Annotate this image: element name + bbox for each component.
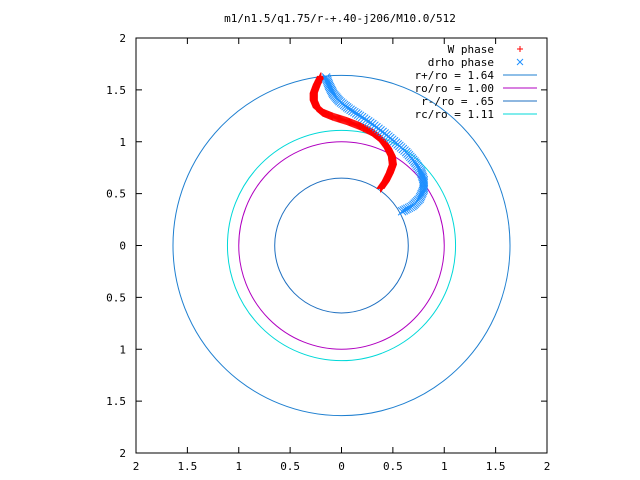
radius-circle [172,74,511,417]
y-tick-label: 1 [119,136,126,149]
y-tick-label: 0 [119,240,126,253]
x-tick-label: 0 [338,460,345,473]
radius-circle [274,177,409,314]
x-axis: 2 1.5 1 0.5 0 0.5 1 1.5 2 [133,38,551,473]
phase-points [309,72,429,216]
y-tick-label: 1.5 [106,395,126,408]
drho-phase-point [417,169,426,179]
drho-phase-point [516,58,524,66]
drho-phase-point [416,191,426,201]
x-tick-label: 0.5 [280,460,300,473]
x-tick-label: 1.5 [177,460,197,473]
drho-phase-point [418,186,428,196]
x-tick-label: 2 [133,460,140,473]
drho-phase-point [417,189,426,199]
radius-circles [172,74,511,417]
w-phase-point [376,184,385,193]
drho-phase-point [417,188,427,197]
x-tick-label: 2 [544,460,551,473]
legend-label: rc/ro = 1.11 [415,108,494,121]
legend-label: r+/ro = 1.64 [415,69,495,82]
radius-circle [226,129,457,362]
legend-label: ro/ro = 1.00 [415,82,494,95]
x-tick-label: 1 [441,460,448,473]
y-tick-label: 2 [119,447,126,460]
drho-phase-point [399,206,409,215]
legend-label: r-/ro = .65 [421,95,494,108]
drho-phase-point [397,206,407,216]
legend-label: W phase [448,43,494,56]
y-tick-label: 0.5 [106,188,126,201]
x-tick-label: 1 [235,460,242,473]
legend-label: drho phase [428,56,494,69]
drho-phase-point [416,166,425,176]
chart-title: m1/n1.5/q1.75/r-+.40-j206/M10.0/512 [224,12,456,25]
drho-phase-point [416,168,426,177]
x-tick-label: 1.5 [486,460,506,473]
y-tick-label: 1 [119,343,126,356]
w-phase-point [517,46,523,52]
y-axis: 2 1.5 1 0.5 0 0.5 1 1.5 2 [106,32,547,460]
radius-circle [238,141,445,350]
x-tick-label: 0.5 [383,460,403,473]
drho-phase-point [419,185,429,194]
y-tick-label: 1.5 [106,84,126,97]
y-tick-label: 0.5 [106,291,126,304]
y-tick-label: 2 [119,32,126,45]
